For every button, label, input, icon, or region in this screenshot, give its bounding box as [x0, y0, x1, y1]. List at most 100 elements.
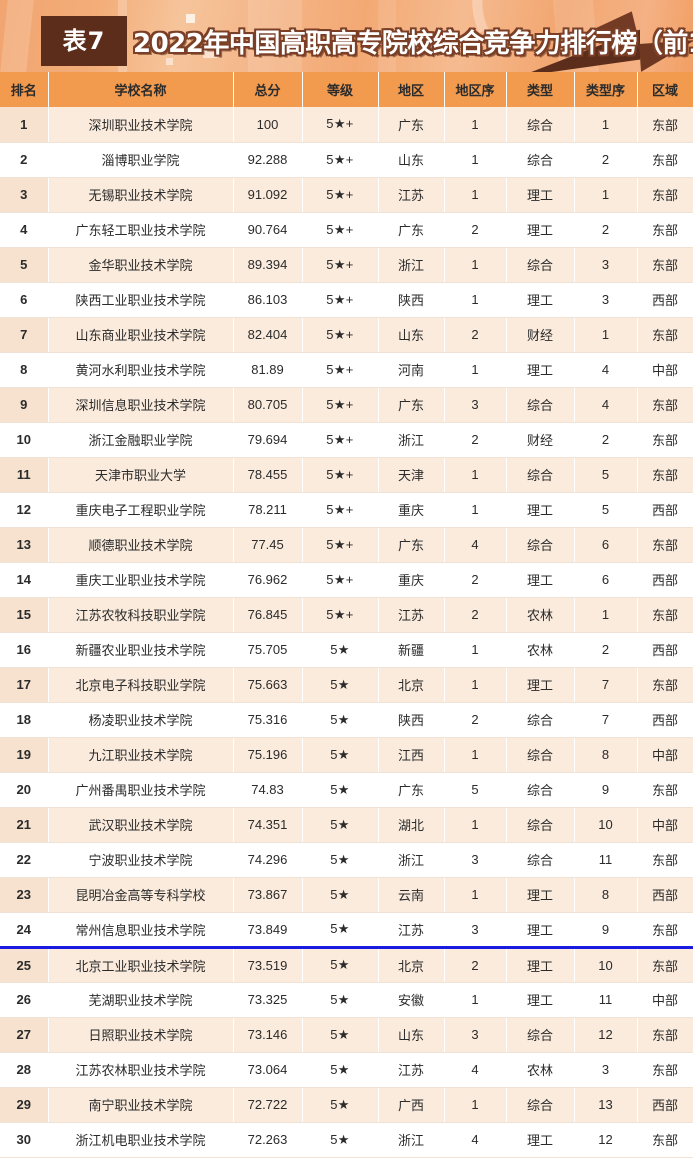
cell-region: 东部: [637, 667, 693, 703]
cell-region: 东部: [637, 142, 693, 178]
cell-score: 76.962: [233, 562, 303, 598]
cell-area-seq: 2: [444, 317, 507, 353]
cell-type: 综合: [506, 702, 575, 738]
cell-area: 江苏: [378, 912, 445, 949]
cell-type-seq: 4: [574, 352, 638, 388]
cell-grade: 5★: [302, 1052, 379, 1088]
cell-score: 74.351: [233, 807, 303, 843]
cell-area: 山东: [378, 142, 445, 178]
cell-score: 79.694: [233, 422, 303, 458]
cell-type-seq: 2: [574, 422, 638, 458]
cell-score: 80.705: [233, 387, 303, 423]
cell-area: 山东: [378, 317, 445, 353]
cell-region: 西部: [637, 702, 693, 738]
cell-area-seq: 1: [444, 107, 507, 143]
cell-score: 74.296: [233, 842, 303, 878]
column-header-area[interactable]: 地区: [378, 72, 445, 107]
cell-rank: 1: [0, 107, 49, 143]
cell-area: 江西: [378, 737, 445, 773]
cell-type: 农林: [506, 632, 575, 668]
cell-region: 东部: [637, 317, 693, 353]
cell-region: 东部: [637, 457, 693, 493]
cell-region: 西部: [637, 492, 693, 528]
column-header-area-seq[interactable]: 地区序: [444, 72, 507, 107]
column-header-rank[interactable]: 排名: [0, 72, 49, 107]
cell-school: 新疆农业职业技术学院: [48, 632, 234, 668]
cell-type: 理工: [506, 982, 575, 1018]
banner-square-decoration: [166, 58, 173, 65]
cell-area: 湖北: [378, 807, 445, 843]
cell-type-seq: 2: [574, 632, 638, 668]
cell-school: 深圳信息职业技术学院: [48, 387, 234, 423]
cell-type-seq: 6: [574, 527, 638, 563]
cell-grade: 5★: [302, 737, 379, 773]
cell-area-seq: 1: [444, 492, 507, 528]
cell-grade: 5★+: [302, 527, 379, 563]
cell-type-seq: 1: [574, 317, 638, 353]
cell-grade: 5★: [302, 912, 379, 949]
cell-area: 广东: [378, 212, 445, 248]
cell-region: 东部: [637, 947, 693, 983]
cell-type-seq: 5: [574, 457, 638, 493]
cell-area-seq: 1: [444, 737, 507, 773]
cell-grade: 5★: [302, 667, 379, 703]
cell-score: 75.316: [233, 702, 303, 738]
cell-type: 综合: [506, 1017, 575, 1053]
cell-grade: 5★+: [302, 457, 379, 493]
cell-grade: 5★: [302, 772, 379, 808]
column-header-score[interactable]: 总分: [233, 72, 303, 107]
column-header-school[interactable]: 学校名称: [48, 72, 234, 107]
cell-score: 81.89: [233, 352, 303, 388]
cell-region: 西部: [637, 877, 693, 913]
cell-school: 昆明冶金高等专科学校: [48, 877, 234, 913]
column-header-region[interactable]: 区域: [637, 72, 693, 107]
column-header-type[interactable]: 类型: [506, 72, 575, 107]
cell-area-seq: 1: [444, 457, 507, 493]
cell-area-seq: 3: [444, 912, 507, 949]
cell-region: 东部: [637, 177, 693, 213]
column-header-grade[interactable]: 等级: [302, 72, 379, 107]
cell-area-seq: 1: [444, 177, 507, 213]
cell-region: 东部: [637, 387, 693, 423]
cell-area: 广西: [378, 1087, 445, 1123]
cell-rank: 30: [0, 1122, 49, 1158]
cell-region: 东部: [637, 422, 693, 458]
cell-type-seq: 8: [574, 737, 638, 773]
cell-score: 73.867: [233, 877, 303, 913]
cell-grade: 5★: [302, 1087, 379, 1123]
cell-type-seq: 2: [574, 142, 638, 178]
cell-region: 东部: [637, 1017, 693, 1053]
cell-type: 理工: [506, 947, 575, 983]
column-header-type-seq[interactable]: 类型序: [574, 72, 638, 107]
